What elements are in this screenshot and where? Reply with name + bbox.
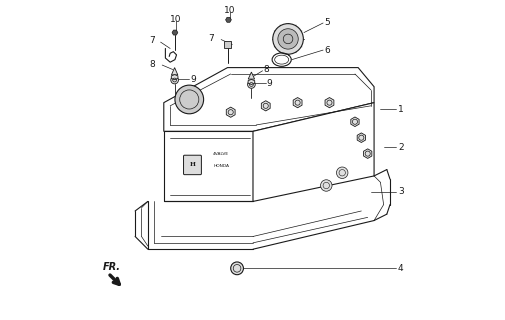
Text: 9: 9	[266, 79, 272, 88]
Text: 10: 10	[169, 15, 181, 24]
Circle shape	[277, 29, 297, 49]
Polygon shape	[324, 98, 333, 108]
Polygon shape	[357, 133, 365, 142]
Text: HONDA: HONDA	[213, 164, 229, 168]
Polygon shape	[363, 149, 371, 158]
Polygon shape	[164, 131, 252, 201]
Text: 8: 8	[263, 65, 269, 74]
Text: H: H	[189, 162, 195, 167]
Text: 6: 6	[323, 45, 329, 55]
Circle shape	[272, 24, 302, 54]
Text: 9: 9	[189, 75, 195, 84]
Circle shape	[175, 85, 203, 114]
Text: 3: 3	[397, 188, 403, 196]
Polygon shape	[292, 98, 301, 108]
Text: 2: 2	[397, 143, 403, 152]
Polygon shape	[171, 68, 177, 75]
Polygon shape	[164, 68, 373, 131]
Polygon shape	[171, 75, 178, 80]
Text: 1: 1	[397, 105, 403, 114]
Text: 7: 7	[208, 34, 214, 43]
Text: 4VALVE: 4VALVE	[213, 152, 229, 156]
Polygon shape	[225, 17, 231, 22]
Text: 5: 5	[323, 19, 329, 28]
Circle shape	[171, 76, 178, 84]
Polygon shape	[226, 107, 235, 117]
Polygon shape	[261, 101, 270, 111]
Circle shape	[230, 262, 243, 275]
Polygon shape	[172, 30, 177, 35]
Text: FR.: FR.	[103, 262, 121, 272]
Text: 10: 10	[223, 6, 235, 15]
Polygon shape	[350, 117, 359, 126]
Circle shape	[247, 81, 255, 88]
Polygon shape	[223, 41, 231, 49]
FancyBboxPatch shape	[183, 155, 201, 175]
Circle shape	[336, 167, 347, 179]
Polygon shape	[252, 103, 373, 201]
Text: 7: 7	[149, 36, 155, 45]
Polygon shape	[247, 79, 254, 84]
Text: 8: 8	[149, 60, 155, 69]
Polygon shape	[248, 72, 254, 79]
Circle shape	[320, 180, 331, 191]
Text: 4: 4	[397, 264, 403, 273]
